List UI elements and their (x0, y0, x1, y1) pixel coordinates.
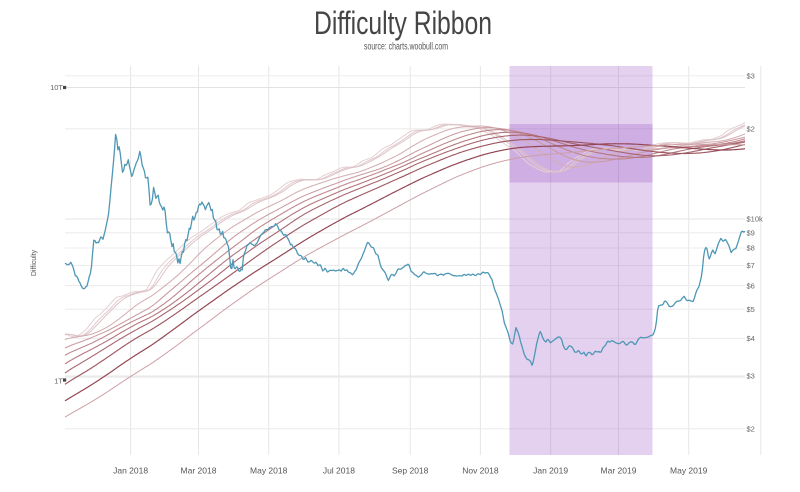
svg-text:$10k: $10k (747, 215, 764, 224)
svg-text:$6: $6 (747, 281, 755, 290)
svg-text:1T: 1T (54, 377, 63, 386)
svg-text:Difficulty: Difficulty (31, 249, 38, 276)
svg-text:$2: $2 (747, 124, 755, 133)
svg-text:$5: $5 (747, 305, 755, 314)
svg-text:May 2018: May 2018 (250, 466, 288, 476)
svg-text:Mar 2018: Mar 2018 (181, 466, 217, 476)
svg-text:May 2019: May 2019 (670, 466, 708, 476)
svg-text:Nov 2018: Nov 2018 (462, 466, 499, 476)
svg-text:$2: $2 (747, 424, 755, 433)
svg-text:$9: $9 (747, 228, 755, 237)
svg-text:$3: $3 (747, 72, 755, 81)
svg-text:$3: $3 (747, 372, 755, 381)
svg-text:Jul 2018: Jul 2018 (323, 466, 355, 476)
svg-text:Sep 2018: Sep 2018 (392, 466, 429, 476)
svg-text:$4: $4 (747, 334, 755, 343)
svg-text:$8: $8 (747, 244, 755, 253)
svg-text:Jan 2019: Jan 2019 (533, 466, 568, 476)
svg-text:Jan 2018: Jan 2018 (113, 466, 148, 476)
svg-text:Mar 2019: Mar 2019 (601, 466, 637, 476)
svg-text:Difficulty Ribbon: Difficulty Ribbon (314, 5, 492, 41)
svg-text:source: charts.woobull.com: source: charts.woobull.com (364, 41, 448, 52)
svg-text:$7: $7 (747, 261, 755, 270)
svg-text:10T: 10T (50, 83, 63, 92)
